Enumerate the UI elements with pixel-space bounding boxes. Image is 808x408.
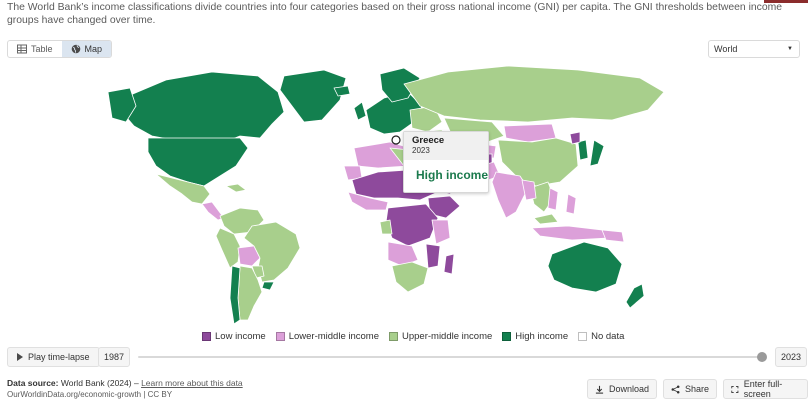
table-icon	[17, 44, 27, 54]
share-icon	[671, 385, 680, 393]
region-vietnam[interactable]	[547, 187, 559, 211]
chevron-down-icon: ▼	[787, 46, 793, 52]
region-north-korea[interactable]	[569, 131, 581, 145]
map-tooltip: Greece 2023 High income	[403, 131, 489, 193]
data-source: Data source: World Bank (2024) – Learn m…	[7, 378, 243, 389]
action-bar: Download Share Enter full-screen	[587, 379, 808, 399]
region-russia[interactable]	[403, 65, 665, 123]
legend-item-low-income[interactable]: Low income	[202, 331, 266, 342]
region-alaska[interactable]	[107, 87, 137, 123]
region-india[interactable]	[491, 171, 529, 219]
region-select-value: World	[714, 44, 738, 54]
legend-swatch	[578, 332, 588, 341]
share-label: Share	[685, 384, 710, 394]
tooltip-value: High income	[416, 168, 489, 182]
legend-label: Lower-middle income	[288, 331, 379, 342]
share-button[interactable]: Share	[663, 379, 718, 399]
region-iceland[interactable]	[333, 85, 351, 97]
region-australia[interactable]	[547, 241, 623, 293]
region-peru[interactable]	[215, 227, 241, 269]
fullscreen-label: Enter full-screen	[743, 379, 783, 399]
legend-item-lower-middle-income[interactable]: Lower-middle income	[275, 331, 379, 342]
region-new-zealand[interactable]	[625, 283, 645, 309]
region-caribbean[interactable]	[225, 183, 247, 193]
map-legend: Low income Lower-middle income Upper-mid…	[202, 331, 624, 342]
view-toggle: Table Map	[7, 40, 113, 58]
region-china[interactable]	[497, 137, 579, 187]
tab-table[interactable]: Table	[8, 41, 62, 57]
region-japan[interactable]	[589, 139, 605, 167]
region-greenland[interactable]	[279, 69, 347, 123]
download-label: Download	[609, 384, 650, 394]
tab-table-label: Table	[31, 44, 53, 54]
tooltip-header: Greece 2023	[404, 132, 488, 160]
legend-label: High income	[515, 331, 569, 342]
region-kenya[interactable]	[431, 219, 451, 245]
legend-swatch	[502, 332, 512, 341]
play-timelapse-label: Play time-lapse	[28, 352, 90, 362]
timeline-end-year[interactable]: 2023	[775, 347, 808, 367]
region-brazil[interactable]	[243, 221, 301, 283]
region-png[interactable]	[601, 229, 625, 243]
region-myanmar[interactable]	[521, 179, 537, 201]
region-central-africa[interactable]	[385, 203, 439, 247]
region-uk[interactable]	[353, 101, 367, 121]
greece-hover-marker	[391, 135, 401, 145]
fullscreen-button[interactable]: Enter full-screen	[723, 379, 808, 399]
legend-item-no-data[interactable]: No data	[578, 331, 624, 342]
play-icon	[17, 353, 23, 361]
top-accent-bar	[764, 0, 808, 3]
play-timelapse-button[interactable]: Play time-lapse	[7, 347, 100, 367]
region-chile[interactable]	[229, 265, 241, 325]
tooltip-year: 2023	[412, 146, 430, 155]
timeline-start-year[interactable]: 1987	[98, 347, 131, 367]
region-uruguay[interactable]	[261, 281, 275, 291]
timeline-handle[interactable]	[757, 352, 767, 362]
region-west-africa-coast[interactable]	[347, 191, 389, 211]
legend-item-high-income[interactable]: High income	[502, 331, 568, 342]
region-southern-africa[interactable]	[391, 261, 429, 293]
region-mozambique[interactable]	[425, 243, 441, 269]
tooltip-country: Greece	[412, 135, 445, 146]
legend-swatch	[389, 332, 398, 341]
learn-more-link[interactable]: Learn more about this data	[141, 378, 243, 388]
region-bolivia[interactable]	[237, 245, 261, 267]
tab-map[interactable]: Map	[61, 41, 112, 57]
region-scandinavia[interactable]	[379, 67, 421, 103]
timeline: Play time-lapse 1987 2023	[0, 347, 808, 369]
tab-map-label: Map	[84, 44, 103, 54]
region-madagascar[interactable]	[443, 253, 455, 275]
region-malaysia[interactable]	[533, 213, 559, 225]
data-source-label: Data source:	[7, 378, 59, 388]
legend-swatch	[202, 332, 211, 341]
source-url[interactable]: OurWorldinData.org/economic-growth | CC …	[7, 390, 173, 399]
region-korea[interactable]	[577, 139, 589, 161]
region-canada[interactable]	[121, 71, 285, 145]
globe-icon	[71, 44, 80, 54]
timeline-track[interactable]	[138, 356, 764, 358]
legend-swatch	[275, 332, 285, 341]
legend-item-upper-middle-income[interactable]: Upper-middle income	[389, 331, 492, 342]
region-select[interactable]: World ▼	[708, 40, 800, 58]
download-button[interactable]: Download	[587, 379, 658, 399]
data-source-text: World Bank (2024) –	[60, 378, 139, 388]
region-philippines[interactable]	[565, 193, 577, 215]
chart-subtitle: The World Bank’s income classifications …	[7, 2, 783, 26]
region-gabon[interactable]	[379, 219, 393, 235]
region-indonesia[interactable]	[531, 225, 609, 241]
legend-label: Upper-middle income	[402, 331, 493, 342]
world-map[interactable]	[107, 62, 668, 326]
download-icon	[595, 385, 604, 394]
expand-icon	[731, 385, 739, 393]
legend-label: No data	[591, 331, 625, 342]
legend-label: Low income	[215, 331, 266, 342]
